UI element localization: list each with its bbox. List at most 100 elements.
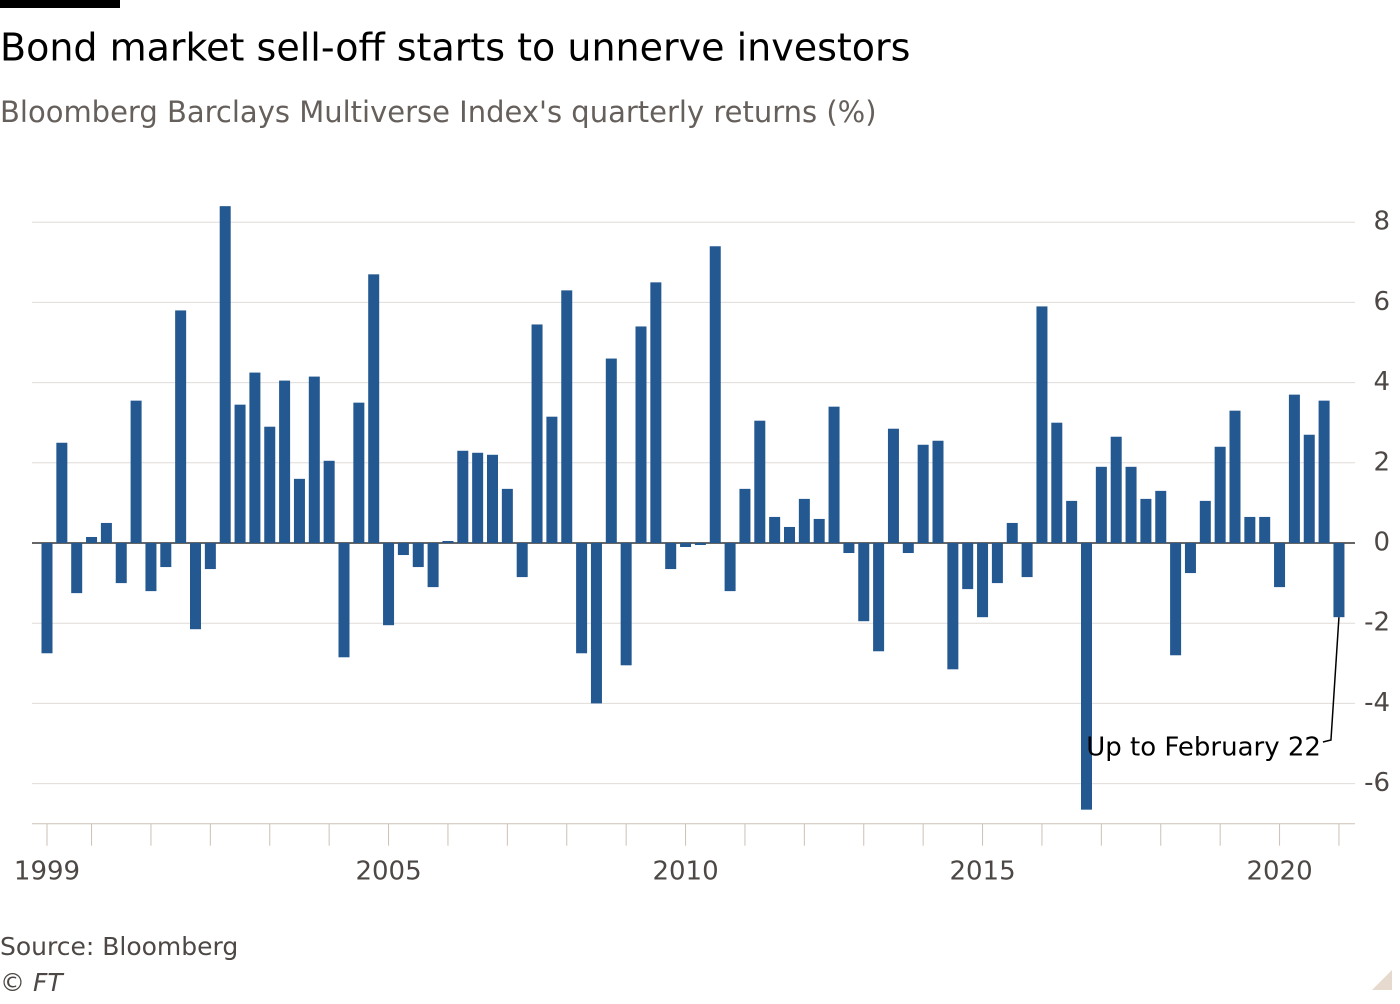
bar — [234, 404, 246, 543]
bar — [100, 522, 112, 543]
bar — [219, 206, 231, 543]
bar — [86, 536, 98, 543]
bar — [724, 543, 736, 592]
y-tick-label: 4 — [1373, 367, 1390, 397]
bar — [472, 452, 484, 543]
bar — [561, 290, 573, 543]
bar — [1259, 516, 1271, 543]
bar — [828, 406, 840, 543]
bar — [130, 400, 142, 543]
bar — [338, 543, 350, 658]
annotation: Up to February 22 — [1086, 733, 1321, 763]
bar — [784, 526, 795, 543]
bar — [412, 543, 424, 568]
bar — [1095, 466, 1107, 543]
bar — [1051, 422, 1063, 543]
bar — [1170, 543, 1182, 656]
bar — [635, 326, 647, 543]
bar — [694, 543, 706, 546]
bar — [279, 380, 291, 543]
bar — [323, 460, 335, 543]
bar — [650, 282, 662, 543]
bar — [590, 543, 602, 704]
bar — [368, 274, 380, 543]
bar — [1333, 543, 1345, 618]
x-tick-label: 2010 — [652, 857, 718, 887]
bar — [754, 420, 766, 543]
bar — [308, 376, 320, 543]
y-tick-label: -2 — [1364, 608, 1390, 638]
bar — [487, 454, 498, 543]
bar — [947, 543, 959, 670]
bar — [1214, 446, 1226, 543]
bar — [41, 543, 53, 654]
bar — [115, 543, 127, 584]
bar — [1274, 543, 1286, 588]
bar — [397, 543, 409, 556]
bar — [932, 440, 944, 543]
bar — [531, 324, 543, 543]
annotation-leader — [1322, 617, 1340, 743]
bar — [1125, 466, 1137, 543]
corner-mark — [1372, 970, 1392, 990]
bar — [977, 543, 989, 618]
bar — [190, 543, 201, 630]
y-tick-label: -4 — [1364, 688, 1390, 718]
bar — [264, 426, 276, 543]
x-tick-label: 2020 — [1246, 857, 1312, 887]
bar — [873, 543, 885, 652]
bar — [204, 543, 216, 570]
bar — [620, 543, 632, 666]
bar — [1303, 434, 1315, 543]
chart-subtitle: Bloomberg Barclays Multiverse Index's qu… — [0, 95, 877, 129]
y-tick-label: 2 — [1373, 447, 1390, 477]
credit: © FT — [0, 968, 64, 997]
bar — [1081, 543, 1092, 810]
chart-title: Bond market sell-off starts to unnerve i… — [0, 26, 910, 70]
bar — [709, 246, 721, 543]
bar — [739, 488, 751, 543]
bar — [769, 516, 781, 543]
y-tick-label: -6 — [1364, 768, 1390, 798]
bar — [293, 478, 305, 543]
bar — [383, 543, 395, 626]
bar — [1036, 306, 1048, 543]
bar — [1184, 543, 1196, 574]
bar — [56, 442, 68, 543]
bar — [1021, 543, 1033, 578]
bar — [1288, 394, 1300, 543]
bar — [457, 450, 469, 543]
bar — [843, 543, 855, 554]
bar — [813, 518, 825, 543]
bar — [1110, 436, 1122, 543]
brand-bar — [0, 0, 120, 8]
y-tick-label: 8 — [1373, 207, 1390, 237]
bar — [798, 498, 810, 543]
bar — [546, 416, 558, 543]
bar — [1229, 410, 1241, 543]
bar — [887, 428, 899, 543]
bar — [902, 543, 914, 554]
x-tick-label: 1999 — [14, 857, 80, 887]
bar — [1199, 500, 1211, 543]
bar — [442, 540, 454, 543]
bar — [160, 543, 172, 568]
bar — [1318, 400, 1330, 543]
bar — [1140, 498, 1152, 543]
bar — [501, 488, 513, 543]
bar — [1006, 522, 1018, 543]
bar — [427, 543, 439, 588]
x-tick-label: 2015 — [949, 857, 1015, 887]
bar — [576, 543, 588, 654]
x-tick-label: 2005 — [355, 857, 421, 887]
bar — [175, 310, 187, 543]
bar — [605, 358, 617, 543]
bar — [145, 543, 157, 592]
y-tick-label: 0 — [1373, 528, 1390, 558]
bar — [917, 444, 929, 543]
bar — [962, 543, 974, 590]
bar — [1155, 490, 1167, 543]
bar — [353, 402, 365, 543]
bar — [1244, 516, 1256, 543]
